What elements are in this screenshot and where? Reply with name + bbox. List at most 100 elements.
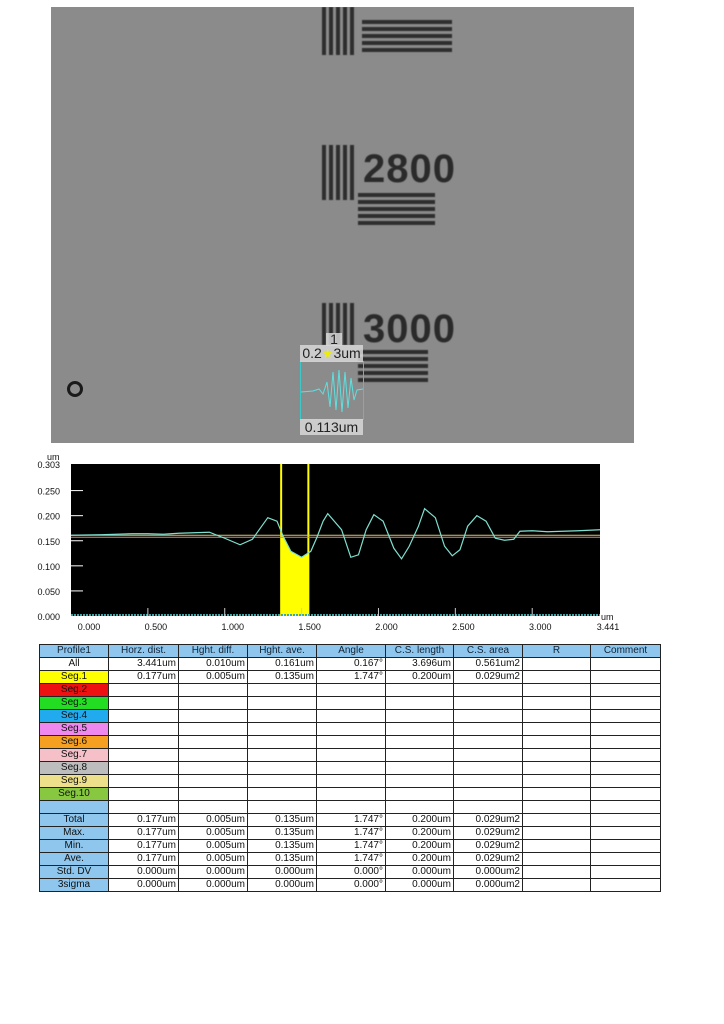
row-label[interactable]: Std. DV [39,865,109,879]
table-cell[interactable] [316,774,386,788]
row-label[interactable]: Ave. [39,852,109,866]
table-cell[interactable] [385,696,454,710]
row-label[interactable]: Seg.4 [39,709,109,723]
table-cell[interactable]: 0.135um [247,826,317,840]
table-cell[interactable] [178,748,248,762]
table-cell[interactable]: 1.747° [316,813,386,827]
table-cell[interactable]: 0.200um [385,839,454,853]
table-cell[interactable]: 0.005um [178,826,248,840]
table-cell[interactable] [453,761,523,775]
table-cell[interactable] [108,748,179,762]
table-row[interactable]: Seg.7 [39,748,661,762]
table-cell[interactable] [590,696,661,710]
table-cell[interactable]: 1.747° [316,839,386,853]
table-cell[interactable] [247,800,317,814]
table-cell[interactable] [108,761,179,775]
table-cell[interactable] [385,722,454,736]
row-label[interactable]: Max. [39,826,109,840]
table-cell[interactable] [108,787,179,801]
table-cell[interactable] [522,878,591,892]
table-cell[interactable]: 0.005um [178,839,248,853]
table-cell[interactable] [590,748,661,762]
table-cell[interactable] [178,709,248,723]
column-header[interactable]: Horz. dist. [108,644,179,658]
table-cell[interactable] [453,696,523,710]
table-cell[interactable] [385,800,454,814]
table-cell[interactable]: 3.441um [108,657,179,671]
table-row[interactable]: Seg.5 [39,722,661,736]
table-cell[interactable]: 0.000um [108,878,179,892]
table-cell[interactable] [522,813,591,827]
table-cell[interactable] [590,826,661,840]
table-cell[interactable] [178,761,248,775]
table-cell[interactable]: 0.135um [247,839,317,853]
table-cell[interactable] [108,696,179,710]
table-cell[interactable] [178,683,248,697]
table-cell[interactable]: 0.000um [247,865,317,879]
table-cell[interactable] [522,826,591,840]
row-label[interactable]: Seg.1 [39,670,109,684]
table-cell[interactable]: 0.000um [385,878,454,892]
table-cell[interactable] [453,800,523,814]
row-label[interactable]: All [39,657,109,671]
table-cell[interactable]: 3.696um [385,657,454,671]
table-cell[interactable] [247,748,317,762]
table-row[interactable]: All 3.441um 0.010um 0.161um 0.167° 3.696um 0.5… [39,657,661,671]
row-label[interactable]: Seg.5 [39,722,109,736]
table-cell[interactable] [178,722,248,736]
table-cell[interactable] [247,722,317,736]
table-cell[interactable]: 0.000um2 [453,865,523,879]
table-row[interactable]: Total 0.177um 0.005um 0.135um 1.747° 0.200um 0… [39,813,661,827]
table-row[interactable]: Seg.2 [39,683,661,697]
table-cell[interactable]: 0.000um [385,865,454,879]
table-cell[interactable]: 0.177um [108,813,179,827]
table-cell[interactable] [590,670,661,684]
table-cell[interactable]: 1.747° [316,670,386,684]
table-cell[interactable] [247,683,317,697]
table-cell[interactable]: 0.561um2 [453,657,523,671]
table-cell[interactable] [385,774,454,788]
table-cell[interactable] [178,735,248,749]
table-cell[interactable] [453,735,523,749]
table-cell[interactable]: 0.010um [178,657,248,671]
table-cell[interactable] [316,683,386,697]
table-row[interactable]: Seg.4 [39,709,661,723]
table-cell[interactable] [316,800,386,814]
table-cell[interactable] [522,735,591,749]
table-cell[interactable] [108,774,179,788]
table-cell[interactable]: 0.005um [178,670,248,684]
microscope-image[interactable]: 2800 3000 1 0.2★3um 0.113um [51,7,634,443]
row-label[interactable]: Seg.9 [39,774,109,788]
table-cell[interactable] [453,709,523,723]
table-cell[interactable]: 0.177um [108,852,179,866]
table-cell[interactable] [522,774,591,788]
table-cell[interactable] [316,748,386,762]
table-cell[interactable] [247,709,317,723]
table-cell[interactable] [522,722,591,736]
table-cell[interactable] [453,774,523,788]
row-label[interactable]: Seg.3 [39,696,109,710]
table-row[interactable]: Seg.8 [39,761,661,775]
table-cell[interactable]: 0.000um [108,865,179,879]
table-row[interactable]: Min. 0.177um 0.005um 0.135um 1.747° 0.200um 0.… [39,839,661,853]
table-cell[interactable] [385,787,454,801]
table-row[interactable]: Ave. 0.177um 0.005um 0.135um 1.747° 0.200um 0.… [39,852,661,866]
row-label[interactable]: Seg.10 [39,787,109,801]
table-cell[interactable] [522,787,591,801]
table-cell[interactable]: 0.029um2 [453,813,523,827]
table-cell[interactable]: 0.200um [385,852,454,866]
table-row[interactable] [39,800,661,814]
table-cell[interactable]: 0.029um2 [453,852,523,866]
table-cell[interactable] [316,722,386,736]
table-cell[interactable] [316,787,386,801]
table-cell[interactable] [522,709,591,723]
column-header[interactable]: Hght. ave. [247,644,317,658]
table-cell[interactable] [590,657,661,671]
row-label[interactable]: Total [39,813,109,827]
table-cell[interactable] [590,722,661,736]
table-cell[interactable] [590,761,661,775]
table-cell[interactable] [453,722,523,736]
table-cell[interactable] [453,683,523,697]
table-cell[interactable]: 1.747° [316,826,386,840]
table-cell[interactable] [522,696,591,710]
